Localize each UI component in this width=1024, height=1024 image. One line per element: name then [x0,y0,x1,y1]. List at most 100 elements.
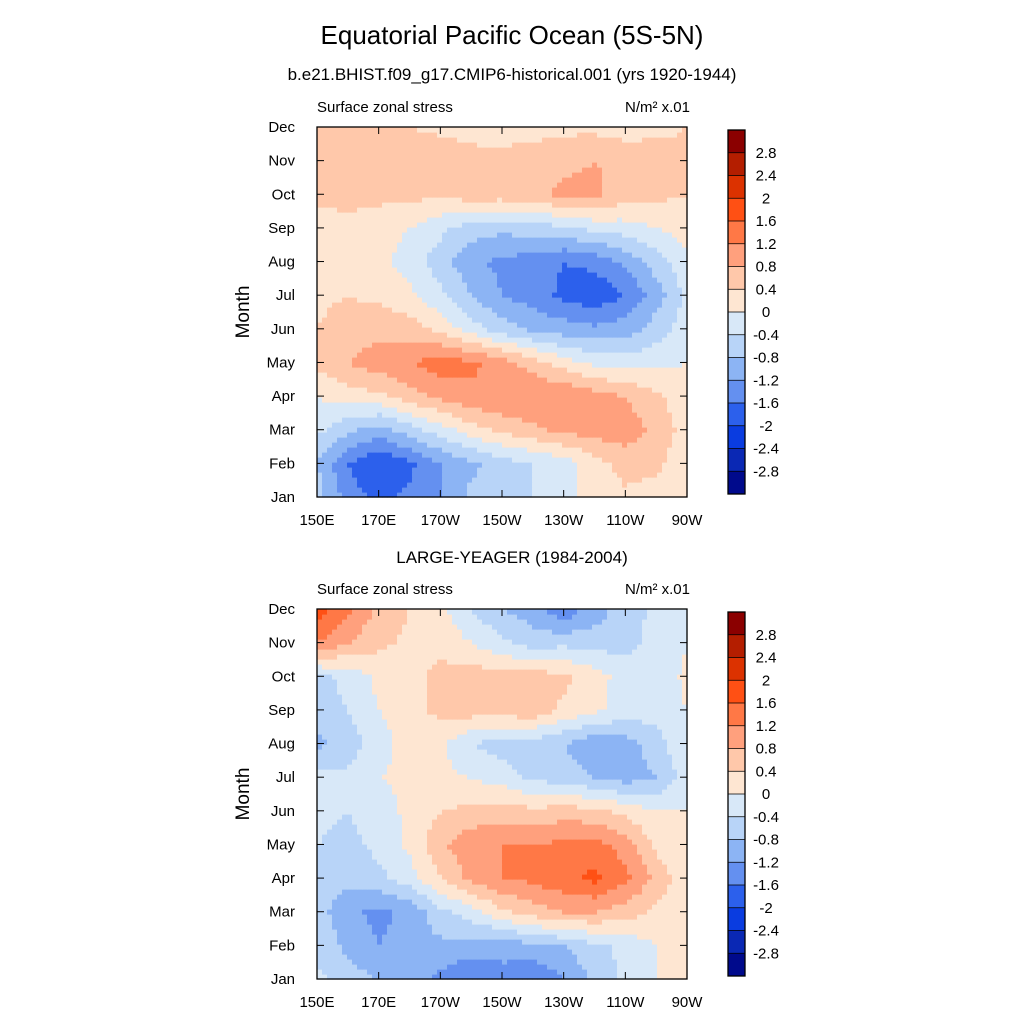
heatmap-cell [402,357,408,363]
heatmap-cell [637,282,643,288]
heatmap-cell [607,447,613,453]
heatmap-cell [542,257,548,263]
heatmap-cell [347,402,353,408]
heatmap-cell [427,222,433,228]
heatmap-cell [567,337,573,343]
heatmap-cell [607,367,613,373]
heatmap-cell [592,207,598,213]
heatmap-cell [597,247,603,253]
heatmap-cell [617,287,623,293]
heatmap-cell [592,387,598,393]
heatmap-cell [662,282,668,288]
heatmap-cell [482,222,488,228]
heatmap-cell [512,297,518,303]
heatmap-cell [342,222,348,228]
heatmap-cell [612,192,618,198]
heatmap-cell [392,262,398,268]
heatmap-cell [622,417,628,423]
heatmap-cell [382,187,388,193]
heatmap-cell [332,427,338,433]
heatmap-cell [427,282,433,288]
heatmap-cell [487,392,493,398]
heatmap-cell [642,357,648,363]
heatmap-cell [577,262,583,268]
heatmap-cell [532,372,538,378]
heatmap-cell [587,167,593,173]
heatmap-cell [612,272,618,278]
heatmap-cell [327,177,333,183]
heatmap-cell [382,472,388,478]
heatmap-cell [422,167,428,173]
heatmap-cell [587,222,593,228]
heatmap-cell [492,437,498,443]
heatmap-cell [652,387,658,393]
heatmap-cell [332,317,338,323]
heatmap-cell [552,292,558,298]
heatmap-cell [622,372,628,378]
heatmap-cell [562,412,568,418]
heatmap-cell [437,337,443,343]
heatmap-cell [582,362,588,368]
heatmap-cell [662,457,668,463]
heatmap-cell [462,382,468,388]
heatmap-cell [337,367,343,373]
heatmap-cell [682,312,688,318]
heatmap-cell [512,467,518,473]
heatmap-cell [577,437,583,443]
heatmap-cell [442,312,448,318]
heatmap-cell [477,167,483,173]
heatmap-cell [462,417,468,423]
heatmap-cell [677,382,683,388]
heatmap-cell [427,487,433,493]
heatmap-cell [682,177,688,183]
heatmap-cell [397,297,403,303]
heatmap-cell [357,252,363,258]
heatmap-cell [487,177,493,183]
heatmap-cell [652,207,658,213]
heatmap-cell [352,182,358,188]
heatmap-cell [492,167,498,173]
heatmap-cell [682,287,688,293]
heatmap-cell [627,197,633,203]
heatmap-cell [402,447,408,453]
heatmap-cell [447,172,453,178]
heatmap-cell [542,492,548,498]
heatmap-cell [657,452,663,458]
heatmap-cell [552,412,558,418]
heatmap-cell [492,427,498,433]
heatmap-cell [582,227,588,233]
heatmap-cell [507,207,513,213]
heatmap-cell [572,347,578,353]
heatmap-cell [402,397,408,403]
heatmap-cell [632,332,638,338]
heatmap-cell [497,397,503,403]
heatmap-cell [632,462,638,468]
heatmap-cell [447,332,453,338]
heatmap-cell [387,412,393,418]
heatmap-cell [417,482,423,488]
heatmap-cell [367,427,373,433]
heatmap-cell [502,437,508,443]
heatmap-cell [557,182,563,188]
heatmap-cell [487,247,493,253]
heatmap-cell [577,342,583,348]
heatmap-cell [587,492,593,498]
heatmap-cell [457,347,463,353]
heatmap-cell [487,417,493,423]
heatmap-cell [337,382,343,388]
heatmap-cell [362,467,368,473]
heatmap-cell [562,352,568,358]
heatmap-cell [437,427,443,433]
heatmap-cell [412,167,418,173]
heatmap-cell [357,207,363,213]
heatmap-cell [582,462,588,468]
heatmap-cell [592,287,598,293]
heatmap-cell [597,207,603,213]
heatmap-cell [392,302,398,308]
heatmap-cell [522,167,528,173]
heatmap-cell [397,262,403,268]
heatmap-cell [572,332,578,338]
heatmap-cell [472,247,478,253]
heatmap-cell [402,477,408,483]
heatmap-cell [322,322,328,328]
